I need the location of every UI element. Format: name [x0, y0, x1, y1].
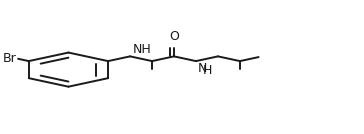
Text: NH: NH	[133, 43, 152, 56]
Text: O: O	[169, 30, 179, 43]
Text: Br: Br	[3, 52, 16, 65]
Text: N: N	[198, 62, 207, 75]
Text: H: H	[202, 64, 212, 77]
